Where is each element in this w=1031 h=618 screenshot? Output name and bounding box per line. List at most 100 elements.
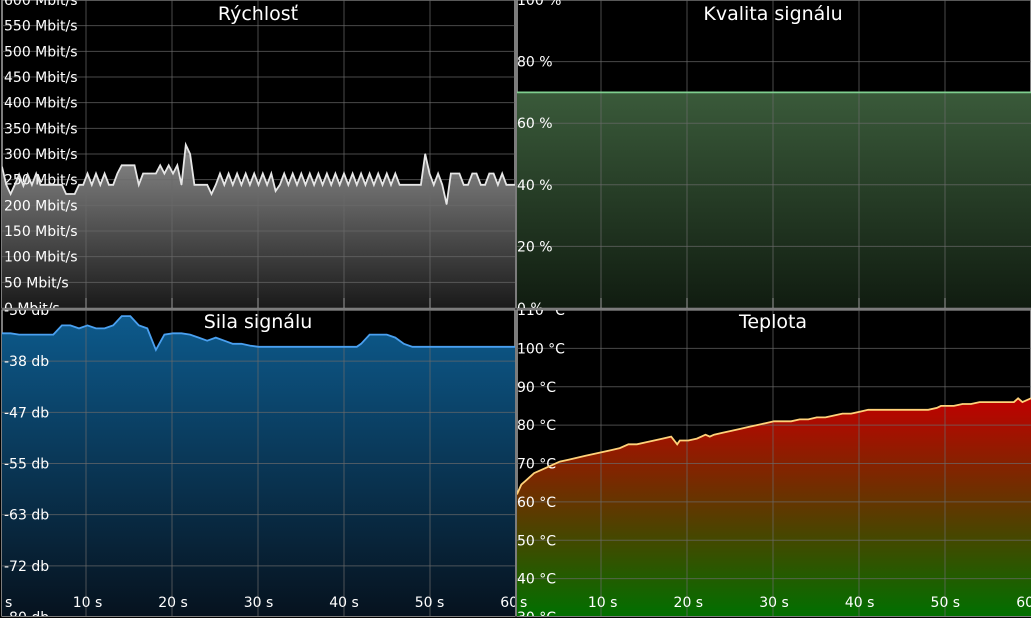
data-point [627,443,630,445]
data-point [497,184,499,186]
series-line [517,397,1031,495]
data-point [300,346,302,348]
y-tick-label: 40 % [517,178,553,194]
data-point [850,413,852,415]
data-point [146,327,148,329]
data-point [223,184,225,186]
y-tick-label: -63 db [4,508,49,524]
data-point [257,184,260,186]
data-point [517,91,518,93]
data-point [112,184,114,186]
data-point [428,172,431,175]
data-point [403,343,405,345]
data-point [206,340,208,342]
data-point [542,468,544,470]
data-point [240,343,242,345]
data-point [394,172,396,175]
data-point [514,346,515,348]
data-point [403,184,405,186]
data-point [283,172,285,175]
x-tick-label: 10 s [73,595,103,611]
data-point [593,453,595,455]
data-point [944,405,946,407]
data-point [104,172,106,175]
data-point [57,184,59,186]
data-point [343,172,345,175]
y-tick-label: 150 Mbit/s [4,224,78,240]
data-point [35,334,37,336]
y-tick-label: 60 % [517,116,553,132]
data-point [142,172,144,175]
y-tick-label: 550 Mbit/s [4,19,78,35]
x-tick-label: 30 s [759,595,789,611]
data-point [1004,401,1006,403]
data-point [987,401,989,403]
y-tick-label: 70 °C [517,457,556,473]
data-point [979,401,981,403]
data-point [730,430,732,432]
data-point [910,409,912,411]
data-point [525,480,527,482]
data-point [27,173,29,176]
data-point [232,343,234,345]
data-point [644,441,647,443]
data-point [292,172,294,175]
data-point [386,172,388,175]
data-point [253,172,255,175]
data-point [488,172,490,175]
chart-title: Kvalita signálu [703,3,842,25]
data-point [940,405,942,407]
x-tick-label: 30 s [244,595,274,611]
data-point [953,405,955,407]
data-point [22,185,24,187]
y-tick-label: 600 Mbit/s [4,0,78,9]
data-point [756,424,758,426]
data-point [206,184,208,186]
data-point [330,184,332,186]
y-tick-label: 90 °C [517,380,556,396]
data-point [517,493,518,495]
data-point [356,346,358,348]
data-point [428,346,431,348]
data-point [471,172,473,175]
data-point [619,447,621,449]
data-point [108,184,110,186]
data-point [377,172,379,175]
data-point [446,346,448,348]
data-point [69,324,71,326]
data-point [249,345,251,347]
data-point [533,472,535,474]
data-point [833,414,835,417]
data-point [859,411,861,413]
data-point [121,315,123,317]
data-point [704,434,707,436]
data-point [138,184,140,186]
data-point [360,343,362,345]
data-point [95,327,97,329]
x-tick-label: 50 s [415,595,445,611]
data-point [884,409,887,411]
data-point [86,172,89,175]
x-tick-label: 20 s [674,595,704,611]
y-tick-label: 100 Mbit/s [4,250,78,266]
data-point [446,203,448,205]
data-point [2,166,3,168]
data-point [454,172,456,175]
data-point [901,409,904,411]
data-point [407,184,409,186]
data-point [287,184,289,186]
data-point [326,346,328,348]
data-point [334,346,336,348]
data-point [352,172,354,175]
data-point [99,184,101,186]
data-point [919,409,921,411]
data-point [610,449,612,451]
data-point [369,172,371,175]
data-point [463,184,465,186]
data-point [484,184,486,186]
data-point [240,184,242,186]
data-point [91,184,93,186]
y-tick-label: 50 Mbit/s [4,275,69,291]
data-point [155,172,157,175]
